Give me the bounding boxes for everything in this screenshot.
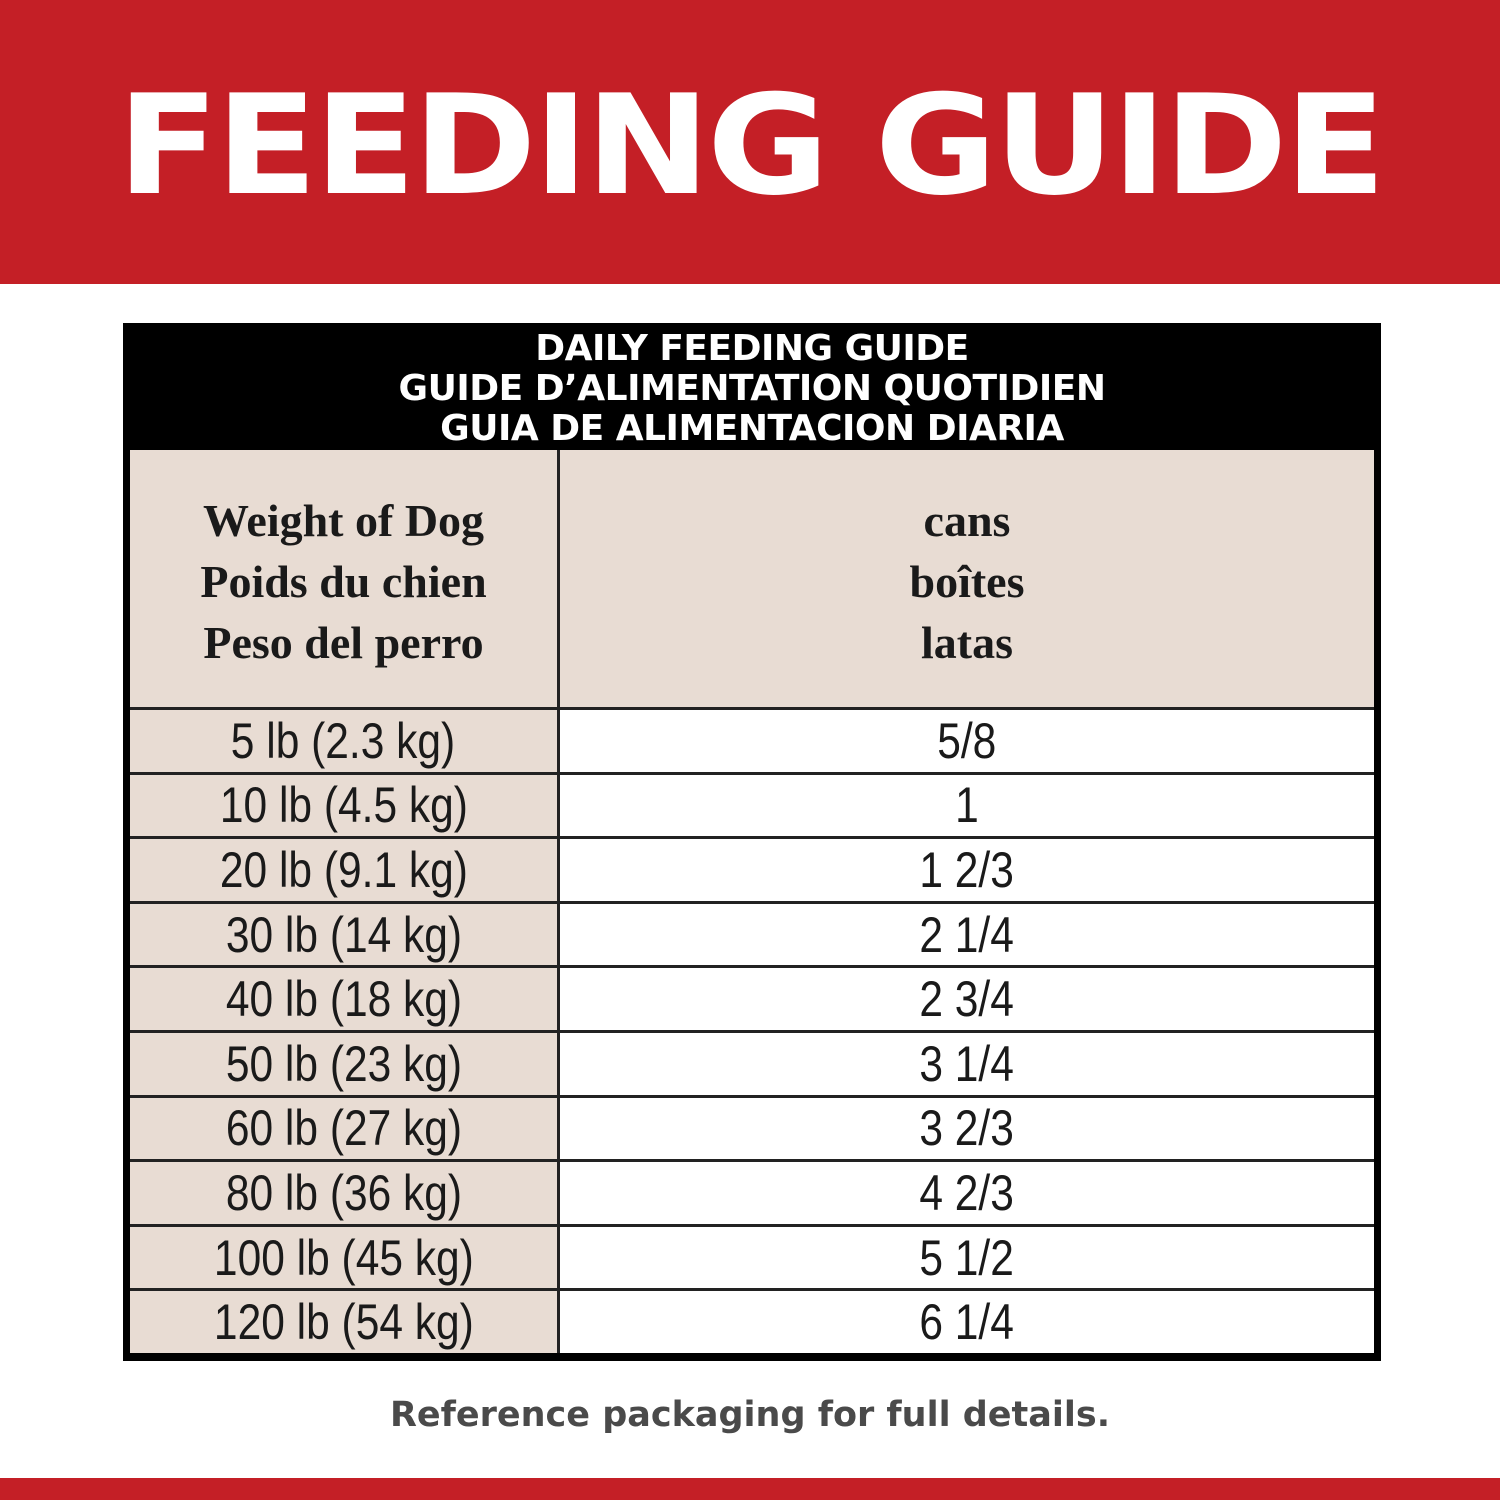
amount-cell: 2 3/4 [560, 968, 1374, 1030]
weight-cell: 30 lb (14 kg) [130, 903, 557, 966]
amount-cell-text: 2 1/4 [919, 906, 1015, 963]
amount-cell: 3 1/4 [560, 1032, 1374, 1095]
header-banner: FEEDING GUIDE [0, 0, 1500, 284]
amount-cell: 1 2/3 [560, 839, 1374, 901]
weight-header-es: Peso del perro [203, 617, 484, 668]
weight-cell: 120 lb (54 kg) [130, 1291, 557, 1353]
amount-header-fr: boîtes [909, 556, 1025, 607]
amount-cell: 2 1/4 [560, 903, 1374, 966]
weight-column-header: Weight of Dog Poids du chien Peso del pe… [130, 450, 557, 707]
amount-column-header: cans boîtes latas [560, 450, 1374, 707]
amount-cell-text: 6 1/4 [919, 1294, 1015, 1351]
amount-cell-text: 4 2/3 [919, 1164, 1015, 1221]
weight-cell-text: 120 lb (54 kg) [213, 1294, 474, 1351]
weight-cell: 100 lb (45 kg) [130, 1226, 557, 1289]
amount-cell-text: 1 2/3 [919, 841, 1015, 898]
weight-cell: 50 lb (23 kg) [130, 1032, 557, 1095]
table-title-es: GUIA DE ALIMENTACION DIARIA [440, 408, 1064, 449]
feeding-table: DAILY FEEDING GUIDE GUIDE D’ALIMENTATION… [123, 323, 1381, 1361]
weight-cell-text: 5 lb (2.3 kg) [231, 712, 456, 769]
amount-cell-text: 2 3/4 [919, 971, 1015, 1028]
weight-header-fr: Poids du chien [200, 556, 487, 607]
amount-header-en: cans [923, 495, 1011, 546]
weight-cell: 60 lb (27 kg) [130, 1097, 557, 1160]
weight-cell-text: 40 lb (18 kg) [225, 971, 462, 1028]
weight-cell-text: 80 lb (36 kg) [225, 1164, 462, 1221]
weight-cell: 80 lb (36 kg) [130, 1162, 557, 1224]
amount-cell: 3 2/3 [560, 1097, 1374, 1160]
amount-cell-text: 5/8 [937, 712, 997, 769]
weight-cell: 20 lb (9.1 kg) [130, 839, 557, 901]
page-title: FEEDING GUIDE [117, 65, 1386, 226]
weight-cell-text: 10 lb (4.5 kg) [219, 777, 468, 834]
amount-cell-text: 3 1/4 [919, 1035, 1015, 1092]
weight-cell-text: 20 lb (9.1 kg) [219, 841, 468, 898]
table-grid: Weight of Dog Poids du chien Peso del pe… [130, 450, 1374, 1353]
amount-cell: 5/8 [560, 710, 1374, 772]
weight-cell-text: 100 lb (45 kg) [213, 1229, 474, 1286]
weight-cell-text: 50 lb (23 kg) [225, 1035, 462, 1092]
weight-cell-text: 60 lb (27 kg) [225, 1100, 462, 1157]
amount-cell: 1 [560, 774, 1374, 837]
amount-cell: 6 1/4 [560, 1291, 1374, 1353]
weight-cell: 40 lb (18 kg) [130, 968, 557, 1030]
weight-cell-text: 30 lb (14 kg) [225, 906, 462, 963]
amount-cell: 5 1/2 [560, 1226, 1374, 1289]
weight-header-en: Weight of Dog [202, 495, 485, 546]
weight-cell: 10 lb (4.5 kg) [130, 774, 557, 837]
amount-cell-text: 5 1/2 [919, 1229, 1015, 1286]
weight-cell: 5 lb (2.3 kg) [130, 710, 557, 772]
amount-cell-text: 1 [955, 777, 979, 834]
amount-cell-text: 3 2/3 [919, 1100, 1015, 1157]
table-title: DAILY FEEDING GUIDE GUIDE D’ALIMENTATION… [130, 323, 1374, 450]
table-title-fr: GUIDE D’ALIMENTATION QUOTIDIEN [398, 368, 1106, 409]
amount-header-es: latas [921, 617, 1013, 668]
bottom-bar [0, 1478, 1500, 1500]
table-title-en: DAILY FEEDING GUIDE [535, 328, 969, 369]
footer-note: Reference packaging for full details. [389, 1395, 1111, 1435]
amount-cell: 4 2/3 [560, 1162, 1374, 1224]
